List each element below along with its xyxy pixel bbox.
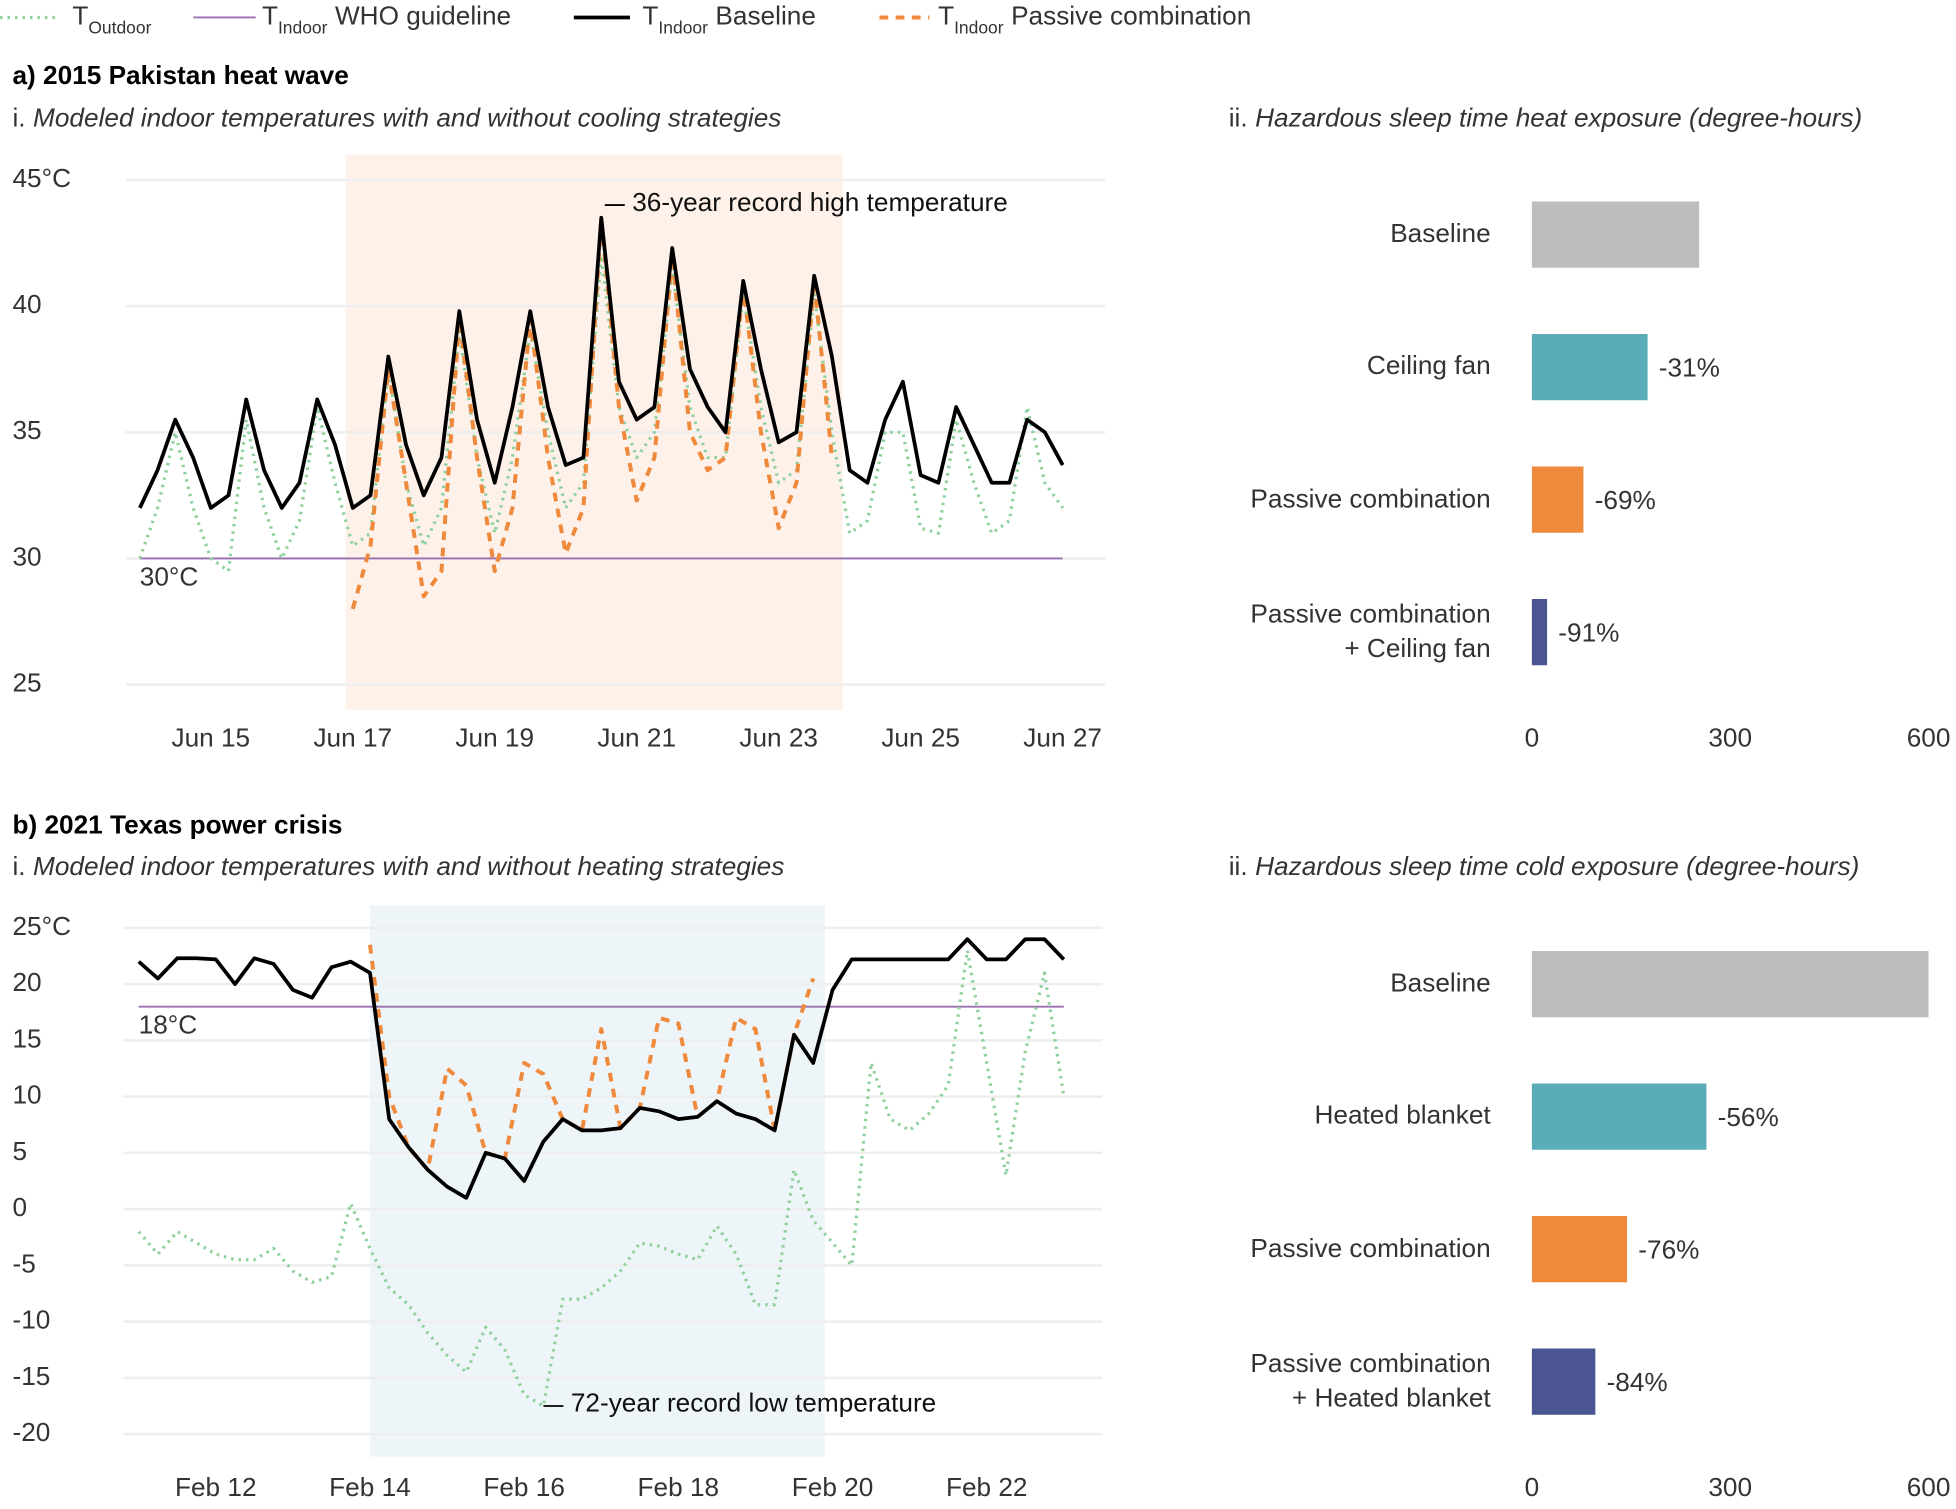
subtitle-text: Hazardous sleep time cold exposure (degr…	[1255, 851, 1859, 881]
series-line	[137, 937, 1066, 1200]
subtitle-text: Modeled indoor temperatures with and wit…	[33, 851, 784, 881]
legend-subscript: Indoor	[954, 17, 1004, 37]
x-tick-label: 300	[1708, 722, 1752, 752]
series-line	[138, 254, 1065, 573]
y-tick-label: 25	[12, 668, 41, 698]
subtitle-text: Hazardous sleep time heat exposure (degr…	[1255, 103, 1862, 133]
category-label: Baseline	[1390, 219, 1491, 249]
subtitle-prefix: ii.	[1229, 103, 1248, 133]
x-tick-label: Feb 22	[946, 1472, 1028, 1502]
x-tick-label: Feb 18	[638, 1472, 720, 1502]
annotation: 36-year record high temperature	[632, 187, 1008, 217]
panel-title: b) 2021 Texas power crisis	[12, 810, 342, 840]
category-label: Passive combination	[1250, 484, 1491, 514]
x-tick-label: Jun 19	[455, 722, 534, 752]
change-label: -69%	[1595, 485, 1656, 515]
x-tick-label: 0	[1525, 1472, 1540, 1502]
legend-text: Passive combination	[1011, 0, 1251, 30]
series-line	[350, 215, 834, 610]
bar	[1531, 466, 1584, 533]
guideline-label: 18°C	[139, 1010, 198, 1040]
subtitle: ii. Hazardous sleep time heat exposure (d…	[1229, 103, 1863, 133]
y-tick-label: 35	[12, 415, 41, 445]
annotation: 72-year record low temperature	[571, 1388, 936, 1418]
change-label: -31%	[1659, 353, 1720, 383]
x-tick-label: Feb 20	[792, 1472, 874, 1502]
change-label: -91%	[1558, 618, 1619, 648]
bar	[1531, 1216, 1628, 1283]
y-tick-label: 45°C	[12, 163, 71, 193]
subtitle: i. Modeled indoor temperatures with and w…	[12, 851, 784, 881]
subtitle-prefix: ii.	[1229, 851, 1248, 881]
legend-symbol: T	[72, 0, 88, 30]
y-tick-label: 5	[12, 1136, 27, 1166]
y-tick-label: 40	[12, 289, 41, 319]
subtitle-prefix: i.	[12, 851, 25, 881]
bar	[1531, 1083, 1707, 1150]
change-label: -56%	[1718, 1102, 1779, 1132]
legend-symbol: T	[938, 0, 954, 30]
category-label: Baseline	[1390, 969, 1491, 998]
x-tick-label: Jun 23	[739, 722, 818, 752]
bar	[1531, 333, 1648, 401]
legend-subscript: Outdoor	[88, 17, 151, 37]
legend-subscript: Indoor	[278, 17, 328, 37]
subtitle-prefix: i.	[12, 103, 25, 133]
legend-label: TIndoor WHO guideline	[262, 0, 511, 37]
y-tick-label: 10	[12, 1080, 41, 1110]
legend-symbol: T	[642, 0, 658, 30]
legend-label: TIndoor Passive combination	[938, 0, 1251, 37]
legend-text: Baseline	[715, 0, 815, 30]
bar	[1531, 950, 1929, 1018]
y-tick-label: -15	[12, 1361, 50, 1391]
x-tick-label: Jun 27	[1023, 722, 1102, 752]
x-tick-label: Jun 17	[313, 722, 392, 752]
x-tick-label: Jun 25	[881, 722, 960, 752]
change-label: -84%	[1607, 1367, 1668, 1397]
bar	[1531, 599, 1548, 666]
x-tick-label: 600	[1907, 1472, 1951, 1502]
y-tick-label: 0	[12, 1192, 27, 1222]
x-tick-label: Feb 16	[483, 1472, 565, 1502]
series-line	[138, 215, 1065, 510]
shaded-period	[369, 905, 825, 1457]
legend-subscript: Indoor	[658, 17, 708, 37]
legend-symbol: T	[262, 0, 278, 30]
y-tick-label: -10	[12, 1305, 50, 1335]
category-label: Passive combination + Ceiling fan	[1250, 599, 1491, 664]
change-label: -76%	[1638, 1235, 1699, 1265]
y-tick-label: 20	[12, 967, 41, 997]
bar	[1531, 201, 1700, 268]
x-tick-label: Feb 14	[329, 1472, 411, 1502]
bar	[1531, 1348, 1596, 1415]
x-tick-label: 600	[1907, 722, 1951, 752]
category-label: Ceiling fan	[1366, 352, 1491, 381]
subtitle: ii. Hazardous sleep time cold exposure (d…	[1229, 851, 1860, 881]
category-label: Heated blanket	[1314, 1101, 1491, 1131]
guideline-label: 30°C	[140, 561, 199, 591]
x-tick-label: Jun 21	[597, 722, 676, 752]
legend-label: TIndoor Baseline	[642, 0, 815, 37]
category-label: Passive combination	[1250, 1234, 1491, 1263]
y-tick-label: -5	[12, 1248, 35, 1278]
subtitle-text: Modeled indoor temperatures with and wit…	[33, 103, 781, 133]
y-tick-label: 15	[12, 1023, 41, 1053]
y-tick-label: 25°C	[12, 911, 71, 941]
series-line	[368, 944, 816, 1172]
x-tick-label: Feb 12	[175, 1472, 257, 1502]
subtitle: i. Modeled indoor temperatures with and w…	[12, 103, 781, 133]
y-tick-label: 30	[12, 541, 41, 571]
series-line	[137, 948, 1066, 1408]
panel-title: a) 2015 Pakistan heat wave	[12, 60, 348, 90]
x-tick-label: 0	[1525, 722, 1540, 752]
category-label: Passive combination + Heated blanket	[1250, 1349, 1491, 1413]
y-tick-label: -20	[12, 1417, 50, 1447]
legend-label: TOutdoor	[72, 0, 151, 37]
legend-text: WHO guideline	[335, 0, 511, 30]
x-tick-label: Jun 15	[171, 722, 250, 752]
x-tick-label: 300	[1708, 1472, 1752, 1502]
